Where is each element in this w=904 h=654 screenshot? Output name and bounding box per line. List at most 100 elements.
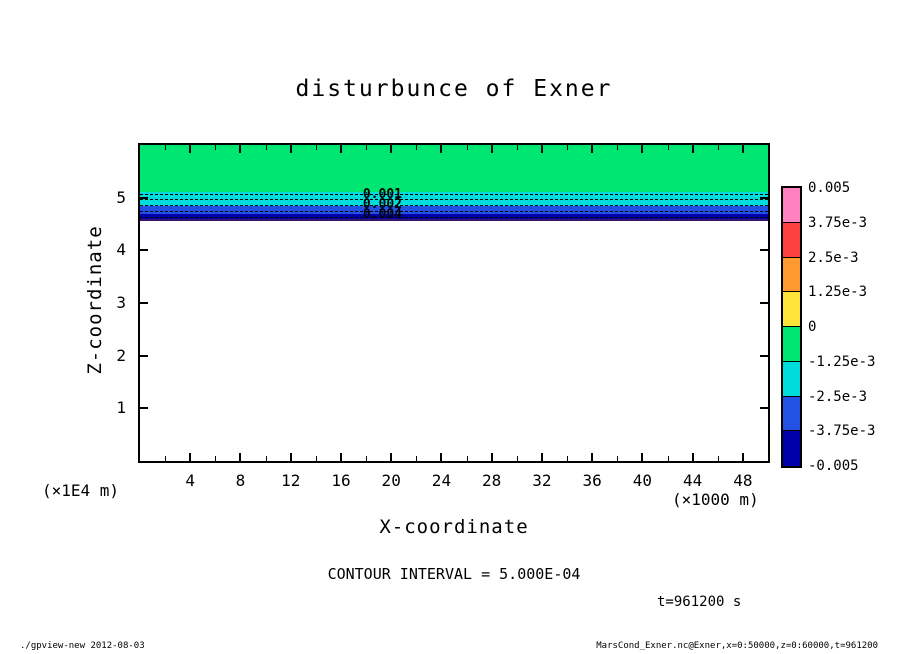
x-axis-tick-label: 16 — [331, 471, 351, 490]
contour-fill-band — [140, 145, 768, 192]
x-axis-minor-tick — [717, 456, 719, 461]
x-axis-tick — [339, 453, 342, 461]
y-axis-tick — [760, 407, 768, 410]
x-axis-minor-tick — [315, 145, 317, 150]
x-axis-units-label: (×1000 m) — [672, 490, 759, 509]
x-axis-tick-label: 12 — [281, 471, 301, 490]
x-axis-tick — [390, 145, 393, 153]
y-axis-tick — [140, 302, 148, 304]
x-axis-minor-tick — [466, 145, 468, 150]
x-axis-tick-label: 20 — [381, 471, 401, 490]
contour-line — [140, 205, 768, 207]
x-axis-minor-tick — [516, 145, 518, 150]
x-axis-minor-tick — [366, 145, 368, 150]
y-axis-tick-label: 4 — [116, 240, 126, 260]
y-axis-tick — [760, 354, 768, 357]
time-label: t=961200 s — [657, 594, 742, 610]
footer-command-label: ./gpview-new 2012-08-03 — [20, 641, 145, 651]
x-axis-minor-tick — [265, 145, 267, 150]
x-axis-minor-tick — [667, 456, 669, 461]
x-axis-title: X-coordinate — [379, 516, 529, 538]
contour-fill-band — [140, 206, 768, 214]
y-axis-tick — [760, 302, 768, 304]
y-axis-tick — [140, 407, 148, 410]
x-axis-tick — [540, 145, 543, 153]
x-axis-minor-tick — [165, 145, 167, 150]
colorbar-tick-label: 3.75e-3 — [808, 214, 868, 231]
colorbar-tick-label: 2.5e-3 — [808, 249, 859, 266]
x-axis-minor-tick — [215, 145, 217, 150]
x-axis-tick — [289, 453, 292, 461]
x-axis-minor-tick — [366, 456, 368, 461]
contour-fill-band — [140, 218, 768, 222]
footer-source-label: MarsCond_Exner.nc@Exner,x=0:50000,z=0:60… — [596, 641, 878, 651]
x-axis-tick — [741, 145, 744, 153]
contour-label: 0.004 — [362, 207, 402, 223]
contour-fill-band — [140, 191, 768, 207]
x-axis-minor-tick — [215, 456, 217, 461]
y-axis-tick — [140, 354, 148, 357]
colorbar-segment — [783, 327, 800, 362]
contour-label: 0.002 — [362, 197, 402, 213]
x-axis-tick-label: 32 — [532, 471, 552, 490]
y-axis-units-label: (×1E4 m) — [42, 481, 120, 500]
x-axis-tick-label: 28 — [482, 471, 502, 490]
colorbar — [781, 186, 802, 468]
x-axis-tick-label: 44 — [682, 471, 703, 490]
colorbar-segment — [783, 292, 800, 327]
y-axis-tick — [760, 249, 768, 252]
y-axis-tick-label: 1 — [116, 398, 126, 418]
x-axis-tick — [741, 453, 744, 461]
colorbar-tick-label: 0 — [808, 319, 817, 335]
colorbar-tick-label: 0.005 — [808, 180, 851, 196]
colorbar-segment — [783, 361, 800, 397]
x-axis-tick — [239, 453, 242, 461]
x-axis-minor-tick — [617, 145, 619, 150]
y-axis-tick — [140, 249, 148, 252]
x-axis-minor-tick — [516, 456, 518, 461]
contour-line — [140, 210, 768, 212]
x-axis-tick-label: 24 — [431, 471, 452, 490]
colorbar-segment — [783, 431, 800, 466]
x-axis-tick — [591, 145, 594, 153]
contour-line — [140, 216, 768, 218]
contour-line — [140, 199, 768, 201]
contour-interval-label: CONTOUR INTERVAL = 5.000E-04 — [327, 565, 581, 583]
x-axis-tick-label: 36 — [582, 471, 602, 490]
x-axis-tick — [641, 145, 644, 153]
x-axis-minor-tick — [416, 456, 418, 461]
x-axis-tick-label: 8 — [235, 471, 246, 490]
x-axis-tick-label: 48 — [733, 471, 753, 490]
x-axis-tick — [540, 453, 543, 461]
x-axis-tick — [641, 453, 644, 461]
x-axis-tick — [440, 145, 443, 153]
colorbar-tick-label: -2.5e-3 — [808, 388, 868, 405]
x-axis-minor-tick — [617, 456, 619, 461]
x-axis-tick — [390, 453, 393, 461]
x-axis-tick — [490, 145, 493, 153]
x-axis-tick — [239, 145, 242, 153]
x-axis-tick — [691, 145, 694, 153]
x-axis-minor-tick — [416, 145, 418, 150]
x-axis-tick — [591, 453, 594, 461]
x-axis-tick-label: 4 — [185, 471, 196, 490]
x-axis-tick — [490, 453, 493, 461]
colorbar-tick-label: -3.75e-3 — [808, 423, 876, 440]
colorbar-segment — [783, 188, 800, 223]
x-axis-tick — [189, 453, 192, 461]
x-axis-tick — [339, 145, 342, 153]
x-axis-minor-tick — [165, 456, 167, 461]
x-axis-tick — [691, 453, 694, 461]
y-axis-tick — [140, 196, 148, 199]
colorbar-tick-label: -0.005 — [808, 458, 859, 474]
contour-fill-band — [140, 213, 768, 219]
contour-line — [140, 193, 768, 195]
x-axis-tick-label: 40 — [632, 471, 653, 490]
contour-label: 0.001 — [362, 187, 402, 203]
x-axis-minor-tick — [466, 456, 468, 461]
colorbar-segment — [783, 396, 800, 432]
x-axis-minor-tick — [717, 145, 719, 150]
x-axis-minor-tick — [315, 456, 317, 461]
colorbar-segment — [783, 222, 800, 258]
